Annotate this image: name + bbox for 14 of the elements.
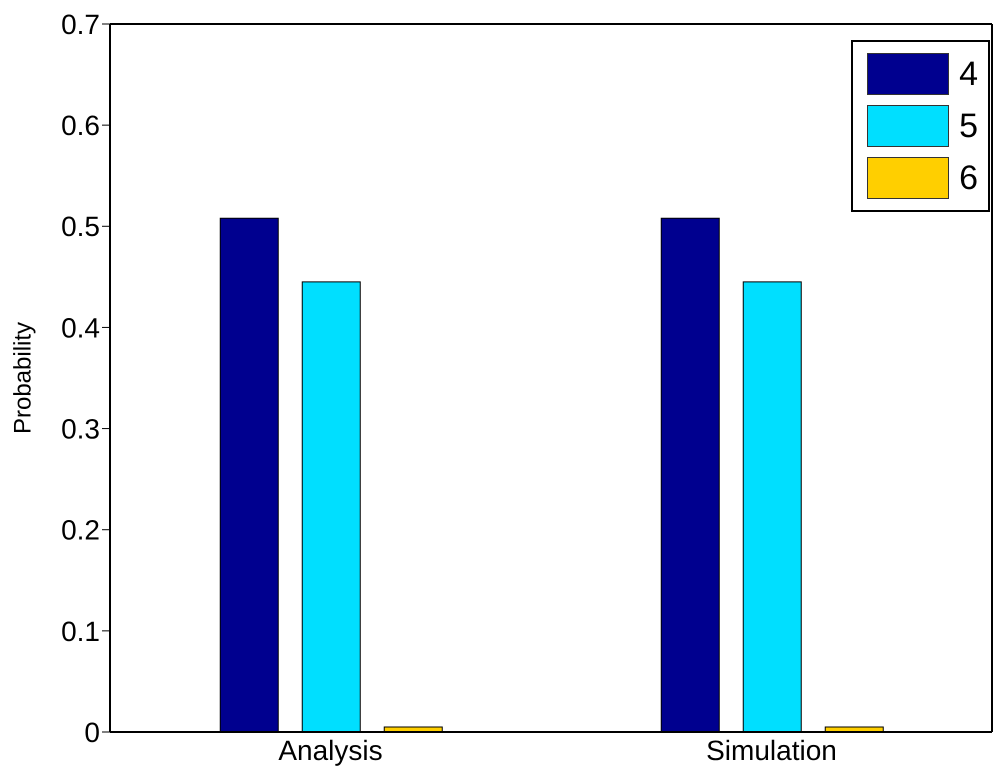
y-tick-label: 0.6	[61, 110, 100, 142]
y-tick-label: 0	[84, 716, 100, 748]
legend-label: 4	[959, 54, 978, 94]
y-tick-label: 0.2	[61, 514, 100, 546]
y-axis-title: Probability	[10, 322, 37, 434]
legend-label: 5	[959, 106, 978, 146]
y-tick-label: 0.3	[61, 414, 100, 445]
y-tick-label: 0.7	[61, 8, 100, 40]
legend-label: 6	[959, 158, 978, 198]
y-tick-label: 0.1	[61, 616, 100, 647]
y-tick-label: 0.5	[61, 211, 100, 242]
x-tick-label: Analysis	[278, 734, 383, 766]
x-tick-label: Simulation	[706, 734, 837, 766]
y-tick-label: 0.4	[61, 312, 100, 344]
